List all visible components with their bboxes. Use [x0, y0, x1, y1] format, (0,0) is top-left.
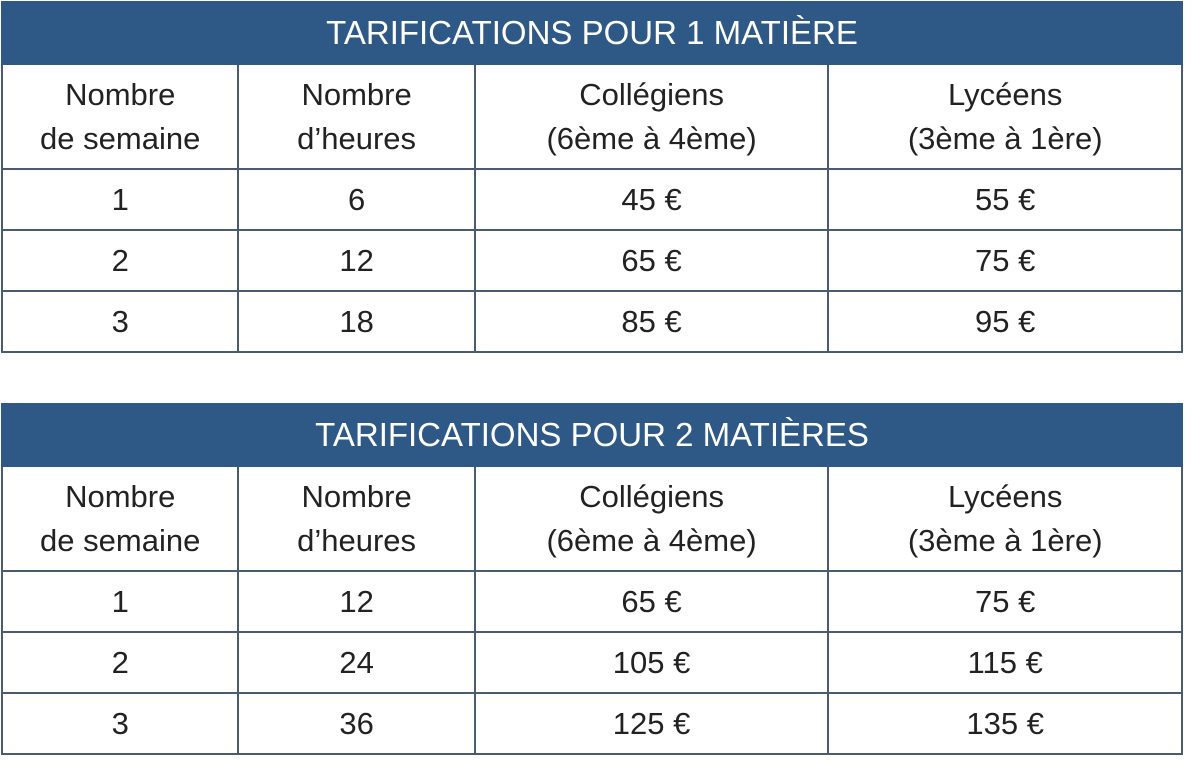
cell-price-lycee: 75 € [827, 570, 1183, 633]
header-line: Nombre [301, 76, 412, 112]
header-line: (6ème à 4ème) [546, 120, 757, 156]
table-title: TARIFICATIONS POUR 2 MATIÈRES [1, 403, 1183, 467]
header-line: Collégiens [579, 76, 724, 112]
table-title-row: TARIFICATIONS POUR 1 MATIÈRE [1, 1, 1183, 65]
table-row: 1 12 65 € 75 € [0, 570, 1183, 633]
header-lycee: Lycéens (3ème à 1ère) [827, 465, 1183, 572]
header-line: (3ème à 1ère) [907, 522, 1103, 558]
cell-hours: 18 [237, 290, 476, 353]
table-row: 2 24 105 € 115 € [0, 631, 1183, 694]
cell-price-college: 105 € [473, 631, 830, 694]
header-line: Nombre [65, 478, 176, 514]
column-header-row: Nombre de semaine Nombre d’heures Collég… [0, 63, 1183, 170]
table-row: 2 12 65 € 75 € [0, 229, 1183, 292]
cell-hours: 12 [237, 570, 476, 633]
cell-weeks: 1 [0, 168, 240, 231]
cell-price-college: 45 € [473, 168, 830, 231]
cell-price-lycee: 55 € [827, 168, 1183, 231]
cell-price-lycee: 135 € [827, 692, 1183, 755]
cell-price-college: 65 € [473, 229, 830, 292]
header-line: Nombre [301, 478, 412, 514]
cell-weeks: 2 [0, 229, 240, 292]
header-line: d’heures [297, 120, 417, 156]
table-row: 3 36 125 € 135 € [0, 692, 1183, 755]
header-line: Lycéens [948, 478, 1063, 514]
header-weeks: Nombre de semaine [0, 465, 240, 572]
table-title: TARIFICATIONS POUR 1 MATIÈRE [1, 1, 1183, 65]
header-line: (3ème à 1ère) [907, 120, 1103, 156]
header-line: de semaine [40, 522, 201, 558]
header-college: Collégiens (6ème à 4ème) [473, 465, 830, 572]
cell-weeks: 3 [0, 290, 240, 353]
header-line: Lycéens [948, 76, 1063, 112]
cell-weeks: 1 [0, 570, 240, 633]
cell-hours: 36 [237, 692, 476, 755]
cell-weeks: 2 [0, 631, 240, 694]
cell-weeks: 3 [0, 692, 240, 755]
header-line: de semaine [40, 120, 201, 156]
header-line: Nombre [65, 76, 176, 112]
cell-price-lycee: 95 € [827, 290, 1183, 353]
header-line: d’heures [297, 522, 417, 558]
cell-price-college: 85 € [473, 290, 830, 353]
table-row: 1 6 45 € 55 € [0, 168, 1183, 231]
table-title-row: TARIFICATIONS POUR 2 MATIÈRES [1, 403, 1183, 467]
cell-hours: 24 [237, 631, 476, 694]
cell-hours: 6 [237, 168, 476, 231]
column-header-row: Nombre de semaine Nombre d’heures Collég… [0, 465, 1183, 572]
cell-hours: 12 [237, 229, 476, 292]
cell-price-lycee: 115 € [827, 631, 1183, 694]
header-line: Collégiens [579, 478, 724, 514]
pricing-table-2-subjects: TARIFICATIONS POUR 2 MATIÈRES Nombre de … [0, 403, 1183, 755]
pricing-table-1-subject: TARIFICATIONS POUR 1 MATIÈRE Nombre de s… [0, 1, 1183, 353]
header-hours: Nombre d’heures [237, 465, 476, 572]
cell-price-lycee: 75 € [827, 229, 1183, 292]
header-hours: Nombre d’heures [237, 63, 476, 170]
header-college: Collégiens (6ème à 4ème) [473, 63, 830, 170]
cell-price-college: 65 € [473, 570, 830, 633]
header-weeks: Nombre de semaine [0, 63, 240, 170]
header-lycee: Lycéens (3ème à 1ère) [827, 63, 1183, 170]
header-line: (6ème à 4ème) [546, 522, 757, 558]
table-row: 3 18 85 € 95 € [0, 290, 1183, 353]
cell-price-college: 125 € [473, 692, 830, 755]
